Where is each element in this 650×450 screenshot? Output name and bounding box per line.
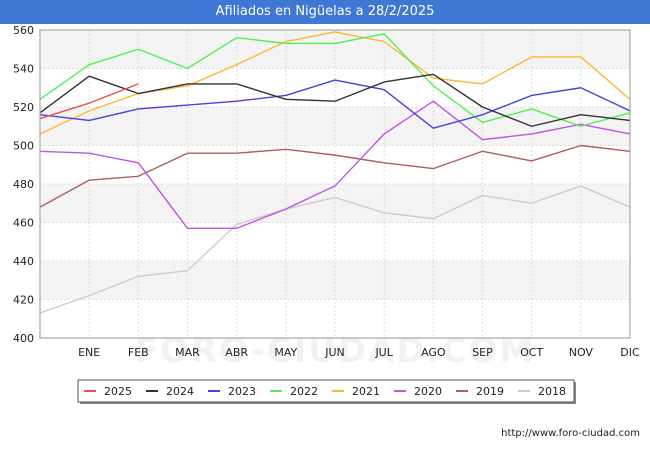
- x-tick-label: SEP: [472, 346, 493, 359]
- x-tick-label: OCT: [520, 346, 543, 359]
- legend-label-2020: 2020: [414, 385, 442, 398]
- legend-label-2024: 2024: [166, 385, 194, 398]
- series-line-2018: [39, 185, 631, 314]
- series-line-2024: [39, 73, 631, 127]
- y-tick-label: 420: [13, 294, 34, 307]
- y-tick-label: 520: [13, 101, 34, 114]
- y-tick-label: 480: [13, 178, 34, 191]
- legend-label-2022: 2022: [290, 385, 318, 398]
- series-lines: [39, 31, 631, 314]
- legend-box: [77, 379, 575, 403]
- series-line-2023: [39, 79, 631, 129]
- legend-label-2025: 2025: [104, 385, 132, 398]
- x-tick-label: NOV: [569, 346, 594, 359]
- legend-label-2019: 2019: [476, 385, 504, 398]
- x-tick-label: JUL: [374, 346, 393, 359]
- y-tick-label: 400: [13, 332, 34, 345]
- x-tick-label: AGO: [421, 346, 446, 359]
- x-tick-label: MAY: [274, 346, 297, 359]
- series-line-2019: [39, 144, 631, 208]
- x-tick-label: ENE: [78, 346, 100, 359]
- x-tick-label: MAR: [175, 346, 200, 359]
- series-line-2025: [39, 83, 139, 120]
- series-line-2020: [39, 100, 631, 229]
- legend: 2025 2024 2023 2022 2021 2020 2019 2018: [77, 379, 576, 404]
- y-tick-label: 500: [13, 140, 34, 153]
- x-tick-label: ABR: [225, 346, 248, 359]
- source-url[interactable]: http://www.foro-ciudad.com: [501, 428, 640, 439]
- y-tick-label: 540: [13, 63, 34, 76]
- y-tick-label: 560: [13, 24, 34, 37]
- y-tick-label: 440: [13, 255, 34, 268]
- legend-label-2023: 2023: [228, 385, 256, 398]
- grid-lines: [40, 29, 631, 339]
- series-line-2022: [39, 33, 631, 127]
- chart-title: Afiliados en Nigüelas a 28/2/2025: [0, 0, 650, 24]
- x-tick-label: JUN: [324, 346, 345, 359]
- x-axis-tick-labels: ENE FEB MAR ABR MAY JUN JUL AGO SEP OCT NOV DIC: [78, 346, 640, 359]
- legend-label-2018: 2018: [538, 385, 566, 398]
- x-tick-label: FEB: [128, 346, 149, 359]
- y-axis-tick-labels: 400 420 440 460 480 500 520 540 560: [13, 24, 34, 345]
- legend-label-2021: 2021: [352, 385, 380, 398]
- y-tick-label: 460: [13, 217, 34, 230]
- plot-frame: [39, 29, 631, 339]
- x-tick-label: DIC: [620, 346, 640, 359]
